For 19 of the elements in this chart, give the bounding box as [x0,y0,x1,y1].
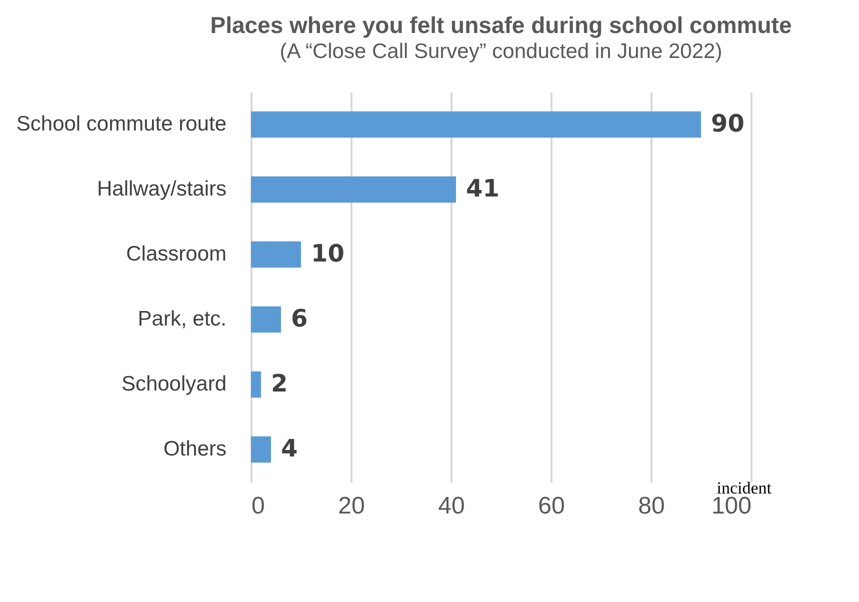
x-tick-label: 0 [252,492,265,520]
data-label: 4 [281,434,298,462]
data-label: 2 [271,370,288,398]
y-tick-label: Park, etc. [138,308,226,330]
y-tick-label: Others [163,438,226,460]
y-tick-label: Classroom [126,242,226,266]
x-tick-label: 60 [538,492,565,520]
y-tick-label: Schoolyard [121,372,226,396]
data-label: 6 [291,304,308,332]
y-tick-label: Hallway/stairs [96,178,226,200]
data-label: 10 [311,240,344,268]
x-tick-label: 40 [438,492,465,520]
chart-title: Places where you felt unsafe during school commute [210,12,792,38]
chart-subtitle: (A “Close Call Survey” conducted in June 2022) [280,40,722,63]
data-label: 90 [711,110,744,138]
x-tick-label: 80 [638,492,665,520]
data-label: 41 [466,174,500,202]
y-tick-label: School commute route [16,112,226,136]
x-tick-label: 20 [338,492,365,520]
